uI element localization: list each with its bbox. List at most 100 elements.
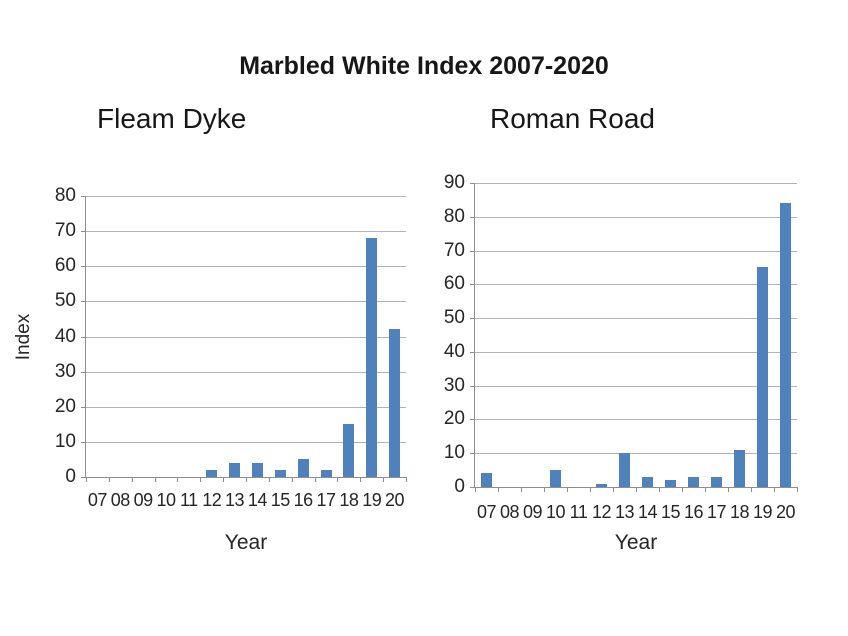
x-axis-tick (521, 487, 522, 492)
y-gridline (475, 216, 797, 218)
y-axis-tick-label: 60 (443, 273, 465, 295)
x-axis-tick-label: 08 (499, 502, 520, 522)
y-axis-tick (470, 250, 475, 252)
y-gridline (475, 351, 797, 353)
x-axis-tick-label: 09 (133, 490, 154, 510)
y-axis-tick-label: 40 (443, 340, 465, 362)
y-gridline (475, 385, 797, 387)
bar-20 (780, 203, 791, 487)
y-gridline (475, 284, 797, 286)
bar-19 (757, 267, 768, 487)
x-axis-title: Year (224, 531, 268, 554)
y-gridline (86, 231, 406, 233)
bar-19 (366, 238, 378, 477)
x-axis-tick (154, 477, 156, 482)
x-axis-tick (383, 477, 385, 482)
x-axis-tick (291, 477, 293, 482)
y-axis-tick (470, 351, 475, 353)
y-axis-tick (81, 477, 86, 478)
x-axis-tick (200, 477, 202, 482)
x-axis-tick (268, 477, 270, 482)
y-gridline (86, 266, 406, 268)
x-axis-tick-label: 13 (614, 502, 635, 522)
y-gridline (86, 336, 406, 338)
y-axis-tick (81, 266, 86, 268)
bar-14 (251, 463, 263, 477)
x-axis-tick (567, 487, 568, 492)
y-axis-tick (81, 336, 86, 338)
y-axis-tick-label: 50 (54, 290, 76, 312)
bar-15 (665, 480, 676, 487)
x-axis-tick (613, 487, 614, 492)
y-gridline (86, 196, 406, 197)
x-axis-tick-label: 18 (339, 490, 359, 510)
x-axis-tick (774, 487, 775, 492)
y-axis-tick (81, 301, 86, 303)
x-axis-tick (131, 477, 133, 482)
y-gridline (475, 453, 797, 455)
x-axis-tick (636, 487, 637, 492)
y-gridline (86, 441, 406, 443)
x-axis-tick (314, 477, 316, 482)
y-gridline (475, 183, 797, 184)
bar-16 (297, 459, 309, 477)
x-axis-tick-label: 08 (110, 490, 131, 510)
bar-18 (734, 450, 745, 487)
bar-12 (596, 484, 607, 487)
y-axis-tick-label: 0 (65, 466, 76, 487)
x-axis-tick (360, 477, 362, 482)
x-axis-tick (337, 477, 339, 482)
y-axis-tick (470, 487, 475, 488)
roman-road-chart-plot-area: 0 10 20 30 40 50 60 70 80 90 07 08 09 10 11 12 13 14 15 16 1… (444, 172, 798, 554)
bar-12 (206, 470, 218, 477)
x-axis-tick-label: 14 (637, 502, 658, 522)
fleam-dyke-chart-plot-area: 0 10 20 30 40 50 60 70 80 07 08 09 10 11 12 13 14 15 16 17 1… (13, 185, 407, 554)
bar-20 (389, 329, 401, 477)
x-axis-tick-label: 18 (729, 502, 750, 522)
y-axis-tick (81, 406, 86, 408)
x-axis-tick (751, 487, 752, 492)
left-chart-title: Fleam Dyke (97, 103, 247, 134)
y-axis-tick (470, 318, 475, 320)
x-axis-tick-label: 19 (362, 490, 382, 510)
y-axis-tick-label: 20 (54, 395, 76, 417)
x-axis-tick-label: 10 (545, 502, 566, 522)
x-axis-tick (223, 477, 225, 482)
y-axis-tick-label: 70 (54, 220, 76, 242)
page-title: Marbled White Index 2007-2020 (239, 52, 609, 80)
y-axis-tick (81, 196, 86, 197)
x-axis-tick-label: 17 (316, 490, 336, 510)
y-axis-tick (470, 284, 475, 286)
y-axis-tick-label: 80 (443, 205, 465, 227)
y-axis-tick-label: 10 (443, 442, 465, 464)
bar-14 (642, 477, 653, 487)
x-axis-tick-label: 12 (202, 490, 222, 510)
bar-17 (711, 477, 722, 487)
y-axis-tick-label: 0 (454, 476, 465, 497)
x-axis-tick (498, 487, 499, 492)
y-axis-tick-label: 40 (54, 325, 76, 347)
y-axis-tick (470, 385, 475, 387)
y-axis-tick (470, 419, 475, 421)
x-axis-tick (246, 477, 247, 482)
y-gridline (86, 371, 406, 373)
y-axis-tick (470, 183, 475, 184)
x-axis-tick (406, 477, 407, 482)
x-axis-tick-label: 12 (591, 502, 612, 522)
bar-15 (274, 470, 286, 477)
x-axis-tick (797, 487, 798, 492)
y-gridline (86, 301, 406, 303)
x-axis-tick (86, 477, 87, 482)
bar-13 (229, 463, 241, 477)
y-axis-title: Index (13, 313, 34, 360)
y-axis-tick (81, 371, 86, 373)
y-axis-tick-label: 70 (443, 239, 465, 261)
x-axis-tick-label: 19 (752, 502, 773, 522)
x-axis-tick (475, 487, 476, 492)
right-chart-title: Roman Road (490, 103, 655, 134)
x-axis-tick (728, 487, 729, 492)
bar-18 (343, 424, 355, 477)
y-axis-tick (470, 216, 475, 218)
x-axis-tick-label: 11 (569, 502, 588, 522)
x-axis-tick-label: 13 (225, 490, 245, 510)
